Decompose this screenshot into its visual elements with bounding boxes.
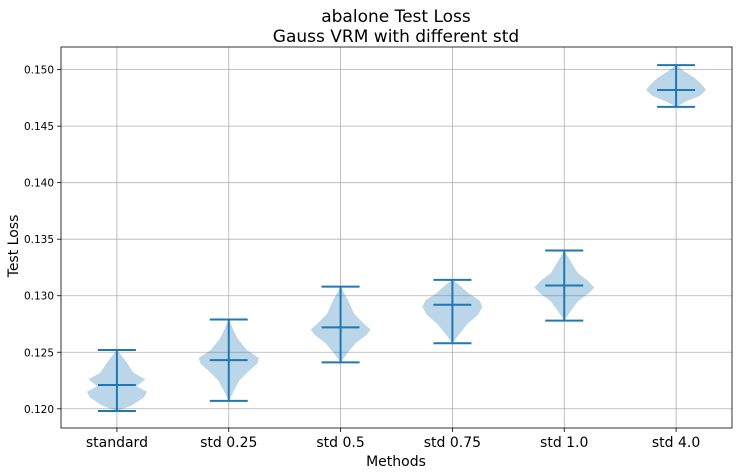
y-tick-label: 0.125: [24, 347, 54, 359]
y-axis-label: Test Loss: [6, 215, 22, 279]
x-tick-label: std 1.0: [540, 435, 588, 451]
y-tick-label: 0.140: [24, 178, 54, 190]
y-tick-label: 0.120: [24, 404, 54, 416]
x-tick-label: std 0.5: [316, 435, 364, 451]
x-tick-label: std 4.0: [652, 435, 700, 451]
plot-frame: [60, 46, 733, 429]
axes: 0.120 0.125 0.130 0.135 0.140 0.145 0.150 stand…: [24, 46, 733, 451]
x-tick-label: std 0.25: [200, 435, 257, 451]
x-tick-label: standard: [86, 435, 148, 451]
y-tick-label: 0.145: [24, 121, 54, 133]
y-tick-label: 0.135: [24, 234, 54, 246]
violins: [86, 64, 707, 413]
chart-subtitle: Gauss VRM with different std: [273, 27, 519, 47]
x-tick-label: std 0.75: [424, 435, 481, 451]
chart-title: abalone Test Loss: [321, 7, 471, 27]
grid: [61, 47, 732, 428]
y-tick-label: 0.150: [24, 65, 54, 77]
y-tick-label: 0.130: [24, 291, 54, 303]
x-axis-label: Methods: [366, 454, 426, 470]
